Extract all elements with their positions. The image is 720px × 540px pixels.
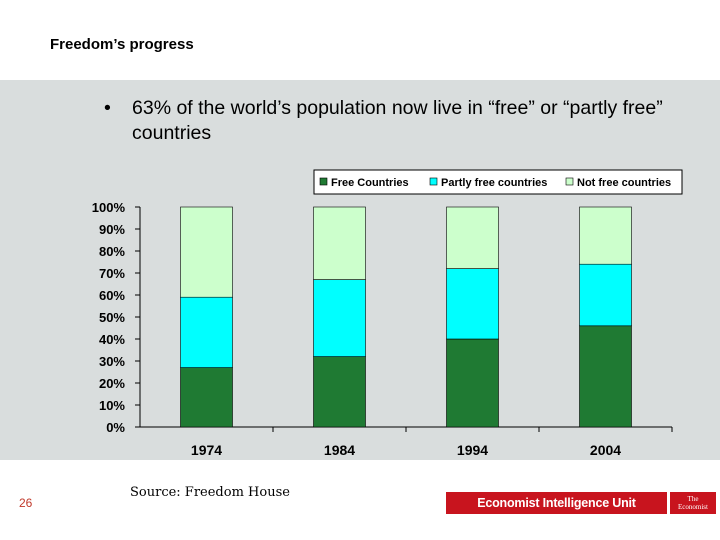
bar-segment-free-countries — [579, 325, 632, 428]
chart-legend: Free Countries Partly free countries Not f… — [313, 169, 683, 195]
bar-segment-partly-free-countries — [180, 296, 233, 368]
page-number: 26 — [19, 496, 33, 510]
bar-segment-partly-free-countries — [579, 263, 632, 327]
x-axis — [140, 426, 673, 432]
legend-swatch — [565, 177, 574, 186]
y-tick-label: 30% — [99, 354, 125, 369]
bullet-icon: • — [104, 97, 111, 119]
legend-swatch — [319, 177, 328, 186]
x-tick-label: 1974 — [191, 442, 222, 458]
legend-label: Free Countries — [331, 177, 409, 189]
y-tick-label: 50% — [99, 310, 125, 325]
bar-segment-not-free-countries — [446, 206, 499, 269]
y-tick-label: 60% — [99, 288, 125, 303]
y-tick-label: 70% — [99, 266, 125, 281]
x-tick-label: 1994 — [457, 442, 488, 458]
y-tick-label: 100% — [92, 200, 126, 215]
chart-bars — [180, 206, 632, 428]
y-tick-label: 0% — [106, 420, 125, 435]
source-note: Source: Freedom House — [130, 485, 290, 500]
bullet-point: • 63% of the world’s population now live… — [104, 96, 664, 146]
legend-label: Partly free countries — [441, 177, 547, 189]
y-tick-label: 80% — [99, 244, 125, 259]
bullet-text: 63% of the world’s population now live i… — [132, 97, 663, 144]
y-tick-label: 20% — [99, 376, 125, 391]
bar-segment-free-countries — [180, 367, 233, 428]
y-tick-label: 90% — [99, 222, 125, 237]
bar-segment-not-free-countries — [313, 206, 366, 280]
economist-logo: The Economist — [670, 492, 716, 514]
y-tick-label: 40% — [99, 332, 125, 347]
legend-box — [313, 169, 683, 195]
bar-segment-not-free-countries — [180, 206, 233, 298]
bar-segment-not-free-countries — [579, 206, 632, 265]
legend-swatch — [429, 177, 438, 186]
legend-label: Not free countries — [577, 177, 671, 189]
bar-segment-free-countries — [446, 338, 499, 428]
y-tick-label: 10% — [99, 398, 125, 413]
stacked-bar-chart: Free Countries Partly free countries Not f… — [92, 169, 683, 458]
economist-logo-line1: The — [687, 495, 699, 503]
eiu-logo: Economist Intelligence Unit — [446, 492, 667, 514]
slide-title: Freedom’s progress — [50, 36, 194, 53]
economist-logo-line2: Economist — [678, 503, 708, 511]
x-tick-labels: 1974 1984 1994 2004 — [191, 442, 621, 458]
bar-segment-partly-free-countries — [313, 279, 366, 357]
x-tick-label: 2004 — [590, 442, 621, 458]
y-axis: 0% 10% 20% 30% 40% 50% 60% 70% 80% 90% 100% — [92, 200, 141, 435]
bar-segment-partly-free-countries — [446, 268, 499, 340]
bar-segment-free-countries — [313, 356, 366, 428]
x-tick-label: 1984 — [324, 442, 355, 458]
